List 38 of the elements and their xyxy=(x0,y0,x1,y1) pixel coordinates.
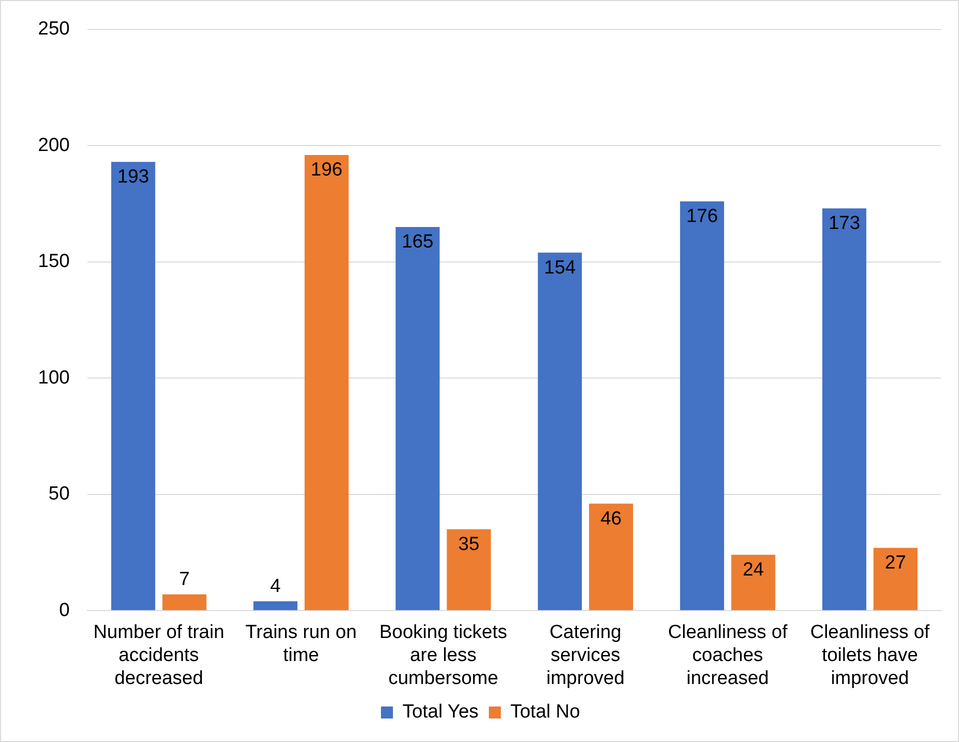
bar xyxy=(680,201,724,610)
legend-label: Total Yes xyxy=(402,702,479,723)
y-tick-label: 200 xyxy=(38,134,70,156)
bar xyxy=(873,548,918,610)
bar xyxy=(538,252,582,610)
y-tick-label: 0 xyxy=(59,600,70,621)
x-tick-label: Booking tickets are less cumbersome xyxy=(379,622,508,689)
y-tick-label: 150 xyxy=(38,251,70,272)
data-label: 193 xyxy=(117,166,150,188)
bar xyxy=(304,154,349,610)
data-label: 176 xyxy=(686,206,718,228)
x-tick-label: Number of train accidents decreased xyxy=(93,622,224,689)
x-tick-label: Cleanliness of coaches increased xyxy=(668,622,788,689)
data-label: 4 xyxy=(270,576,282,598)
data-label: 196 xyxy=(310,160,342,181)
legend-label: Total No xyxy=(510,702,580,723)
y-tick-label: 100 xyxy=(38,367,70,388)
bar xyxy=(731,554,776,610)
bar xyxy=(822,208,866,610)
x-tick-label: Cleanliness of toilets have improved xyxy=(810,622,930,689)
x-tick-label: Catering services improved xyxy=(546,622,625,689)
data-label: 154 xyxy=(544,257,576,278)
bar xyxy=(446,529,491,610)
bar xyxy=(253,601,298,610)
y-tick-label: 50 xyxy=(48,484,70,505)
bar xyxy=(162,594,206,610)
data-label: 46 xyxy=(600,508,622,530)
x-tick-label: Trains run on time xyxy=(245,622,357,666)
bar xyxy=(111,162,156,610)
data-label: 35 xyxy=(458,534,480,555)
data-label: 24 xyxy=(742,560,764,581)
data-label: 7 xyxy=(179,569,190,590)
y-tick-label: 250 xyxy=(38,18,70,40)
bar xyxy=(589,504,634,610)
bar xyxy=(396,227,440,610)
data-label: 165 xyxy=(402,232,434,253)
data-label: 173 xyxy=(828,213,860,234)
data-label: 27 xyxy=(884,552,906,574)
